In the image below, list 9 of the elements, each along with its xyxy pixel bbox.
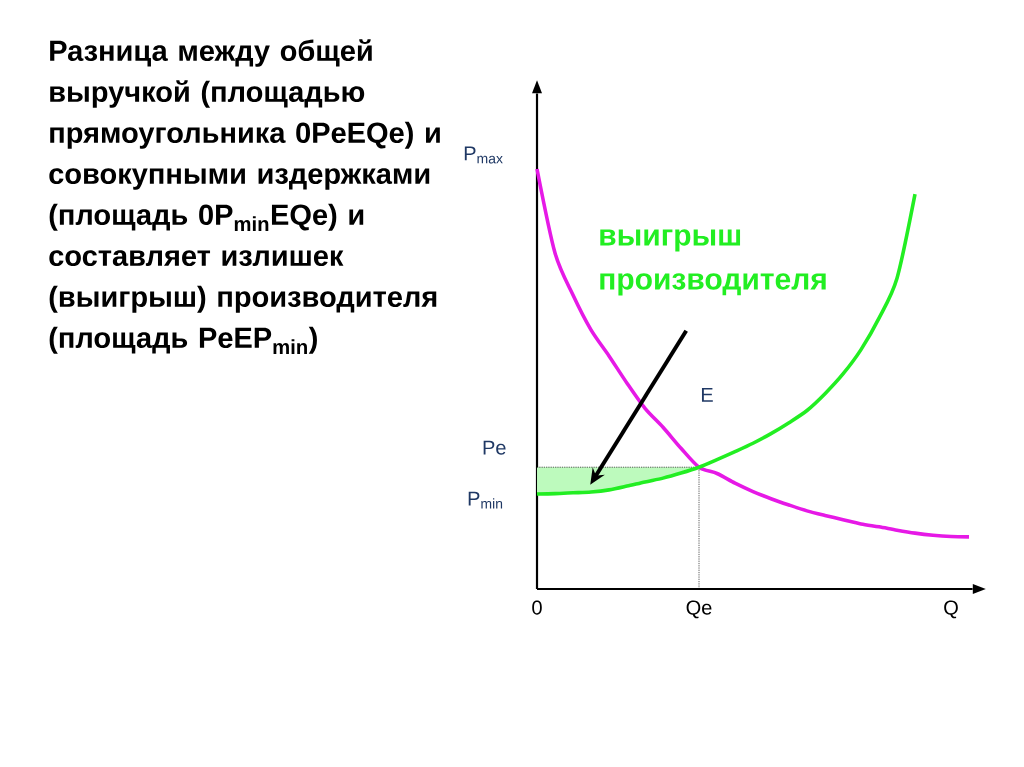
x-tick-label: Q <box>944 600 958 619</box>
annotation: P$_{max}$ <box>464 146 503 164</box>
ref-line-label: Pe <box>483 440 506 455</box>
chart-title: Разница между общей выручкой (площадью прямоугольника 0PeEQe) и совокупными издержками (площадь 0P$_{min}$EQe) и составляет излишек (выигрыш) производителя (площадь PeEP$_{min}$) <box>49 39 440 354</box>
annotation: P$_{min}$ <box>468 491 503 509</box>
band-label: выигрыш производителя <box>600 229 826 296</box>
annotation: E <box>701 387 713 402</box>
x-tick-label: 0 <box>532 600 542 615</box>
x-tick-label: Qe <box>686 600 712 619</box>
